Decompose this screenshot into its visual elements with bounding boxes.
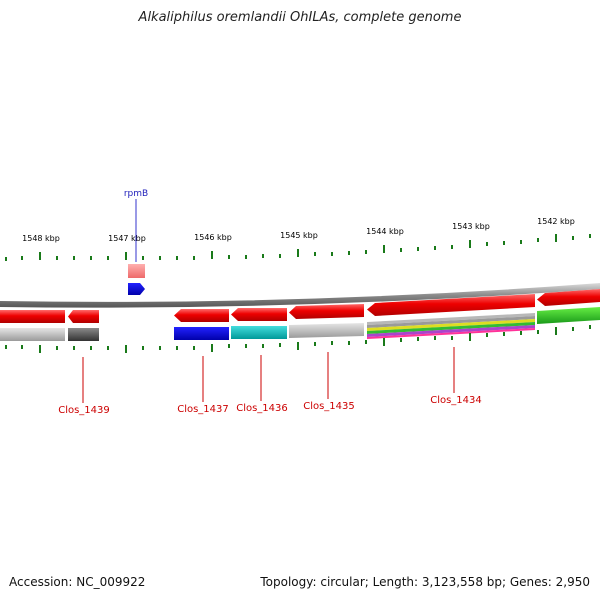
accession-text: Accession: NC_009922 xyxy=(9,575,146,589)
gene-label-clos-1434: Clos_1434 xyxy=(430,395,482,406)
map-title: Alkaliphilus oremlandii OhILAs, complete… xyxy=(138,10,462,25)
category-stripe xyxy=(367,325,535,337)
genome-backbone xyxy=(0,283,600,308)
gene-arrow-clos-1434 xyxy=(367,294,535,316)
outer-scale-ticks xyxy=(5,234,591,261)
gene-arrow xyxy=(537,289,600,306)
gene-label-clos-1439: Clos_1439 xyxy=(58,405,110,416)
category-stripe xyxy=(367,316,535,328)
category-stripe xyxy=(367,322,535,334)
rpmB-label: rpmB xyxy=(124,189,148,199)
category-stripe xyxy=(367,328,535,339)
scale-label: 1544 kbp xyxy=(366,227,404,236)
category-block-green xyxy=(537,307,600,324)
inner-scale-ticks xyxy=(5,325,591,353)
gene-arrow-clos-1439 xyxy=(0,310,65,323)
category-block xyxy=(68,328,99,341)
scale-label: 1546 kbp xyxy=(194,233,232,242)
scale-label: 1547 kbp xyxy=(108,234,146,243)
rna-gene-feature xyxy=(128,264,145,278)
category-block-blue xyxy=(174,327,229,340)
genome-summary-text: Topology: circular; Length: 3,123,558 bp… xyxy=(260,575,590,589)
scale-label: 1548 kbp xyxy=(22,234,60,243)
annotation-track xyxy=(0,307,600,341)
gene-arrow-clos-1437 xyxy=(174,309,229,322)
gene-label-clos-1435: Clos_1435 xyxy=(303,401,355,412)
category-block-cyan xyxy=(231,326,287,339)
category-block xyxy=(0,328,65,341)
category-stripe xyxy=(367,313,535,325)
rpmB-gene-arrow xyxy=(128,283,145,295)
category-block xyxy=(289,323,364,338)
scale-label: 1543 kbp xyxy=(452,222,490,231)
scale-label: 1542 kbp xyxy=(537,217,575,226)
category-stripe xyxy=(367,319,535,331)
gene-label-clos-1436: Clos_1436 xyxy=(236,403,288,414)
gene-label-clos-1437: Clos_1437 xyxy=(177,404,229,415)
gene-arrow-clos-1435 xyxy=(289,304,364,319)
gene-leader-lines xyxy=(82,347,455,403)
gene-arrow xyxy=(68,310,99,323)
gene-arrow-clos-1436 xyxy=(231,308,287,321)
scale-label: 1545 kbp xyxy=(280,231,318,240)
gene-track xyxy=(0,289,600,323)
